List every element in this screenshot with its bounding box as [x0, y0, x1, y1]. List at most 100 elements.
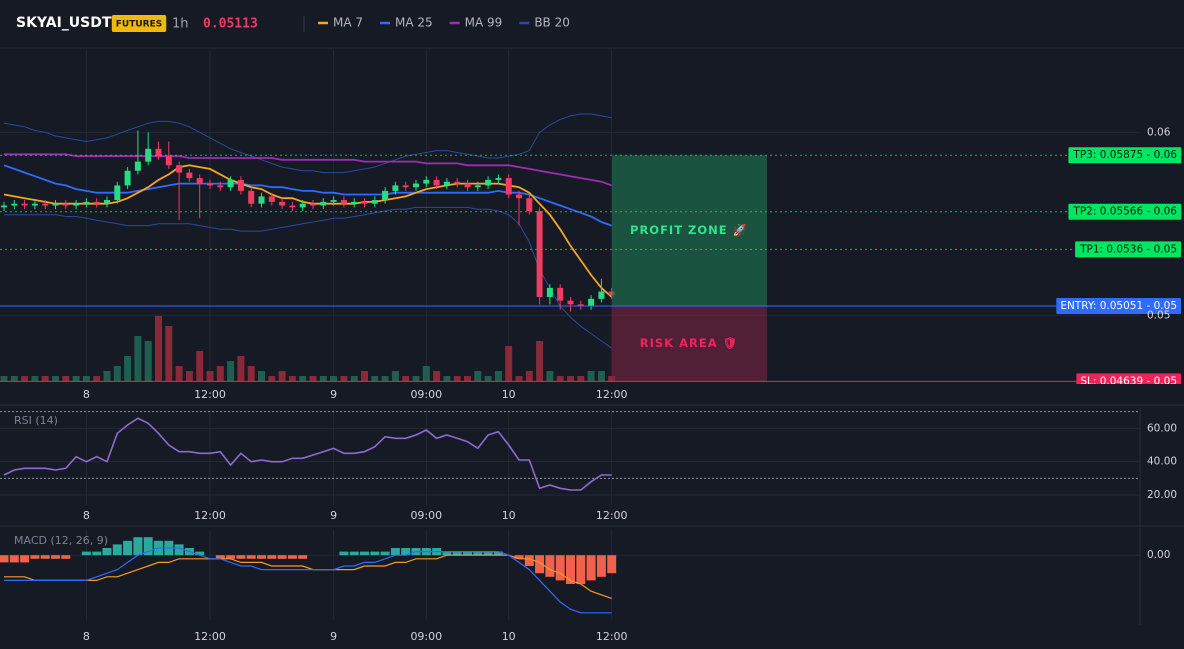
x-tick-label: 12:00	[596, 630, 628, 643]
candle-body	[588, 298, 595, 307]
volume-bar	[361, 371, 368, 381]
histogram-bar	[277, 555, 287, 559]
level-label-background	[1068, 147, 1182, 164]
volume-bar	[268, 376, 276, 381]
x-tick-label: 8	[83, 388, 90, 401]
volume-bar	[505, 346, 513, 381]
histogram-bar	[195, 551, 205, 556]
volume-bar	[453, 376, 461, 381]
candle-body	[134, 161, 141, 171]
volume-bar	[196, 351, 204, 381]
volume-bar	[484, 376, 492, 381]
histogram-bar	[339, 551, 349, 556]
interval[interactable]: 1h	[172, 17, 189, 32]
histogram-bar	[483, 551, 493, 556]
candle-body	[217, 185, 224, 188]
pane-title: MACD (12, 26, 9)	[14, 534, 108, 547]
volume-bar	[72, 376, 80, 381]
volume-bar	[258, 371, 265, 381]
volume-bar	[391, 371, 399, 381]
candle-body	[73, 203, 80, 206]
x-tick-label: 12:00	[194, 388, 226, 401]
candle-body	[557, 287, 564, 301]
candle-body	[577, 304, 584, 307]
candle-body	[433, 179, 440, 186]
volume-bar	[597, 371, 605, 381]
volume-bar	[350, 376, 358, 381]
badge-background	[111, 15, 167, 32]
candle-body	[351, 201, 358, 204]
histogram-bar	[566, 555, 575, 584]
volume-bar	[247, 366, 255, 381]
x-tick-label: 8	[83, 509, 90, 522]
legend-label[interactable]: MA 25	[395, 16, 433, 30]
x-tick-label: 12:00	[194, 630, 226, 643]
candle-body	[382, 190, 389, 201]
histogram-bar	[123, 540, 133, 556]
legend: MA 7 MA 25 MA 99 BB 20	[318, 16, 570, 30]
histogram-bar	[40, 555, 50, 559]
histogram-bar	[607, 555, 617, 574]
histogram-bar	[112, 544, 122, 556]
candle-body	[464, 183, 471, 188]
histogram-bar	[514, 555, 524, 559]
histogram-bar	[287, 555, 297, 559]
candle-body	[526, 198, 533, 212]
y-tick-label: 0.00	[1147, 549, 1170, 561]
candle-body	[320, 201, 327, 206]
moving-average	[4, 153, 613, 187]
volume-bar	[62, 376, 70, 381]
level-label-background	[1068, 203, 1182, 220]
candle-body	[495, 178, 502, 180]
volume-bar	[474, 371, 482, 381]
volume-bar	[52, 376, 59, 381]
candle-body	[42, 203, 49, 206]
x-tick-label: 9	[330, 388, 337, 401]
candle-body	[330, 200, 337, 202]
legend-label[interactable]: MA 7	[333, 16, 363, 30]
histogram-bar	[349, 551, 359, 556]
badge: FUTURES	[116, 20, 162, 30]
histogram-bar	[360, 551, 369, 556]
volume-bar	[402, 376, 410, 381]
level-label: TP1: 0.0536 - 0.05	[1079, 243, 1177, 255]
main-pane: PROFIT ZONE 🚀 RISK AREA 🛡 TP3: 0.05875 - 0…	[0, 113, 1182, 384]
volume-bar	[371, 376, 379, 381]
x-tick-label: 12:00	[596, 509, 628, 522]
histogram-bar	[143, 537, 153, 556]
candle-body	[454, 181, 461, 184]
histogram-bar	[442, 551, 452, 556]
histogram-bar	[545, 555, 555, 577]
legend-label[interactable]: BB 20	[534, 16, 570, 30]
symbol: SKYAI_USDT	[16, 15, 112, 31]
x-tick-label: 10	[502, 509, 516, 522]
volume-bar	[567, 376, 574, 381]
volume-bar	[155, 316, 162, 381]
legend-label[interactable]: MA 99	[465, 16, 503, 30]
histogram-bar	[20, 555, 30, 563]
histogram-bar	[535, 555, 545, 574]
volume-bar	[515, 376, 523, 381]
candle-body	[299, 203, 306, 208]
x-tick-label: 10	[502, 630, 516, 643]
volume-bar	[21, 376, 29, 381]
volume-bar	[340, 376, 348, 381]
level-label: ENTRY: 0.05051 - 0.05	[1060, 300, 1177, 312]
x-tick-label: 10	[502, 388, 516, 401]
volume-bar	[536, 341, 544, 381]
candle-body	[11, 203, 18, 206]
volume-bar	[144, 341, 152, 381]
x-tick-label: 09:00	[410, 509, 442, 522]
candle-body	[207, 183, 213, 186]
candle-body	[248, 190, 255, 204]
candle-body	[505, 178, 512, 195]
x-tick-label: 9	[330, 630, 337, 643]
histogram-bar	[92, 551, 102, 556]
candle-body	[443, 181, 450, 186]
candle-body	[1, 205, 7, 208]
histogram-bar	[236, 555, 246, 559]
volume-bar	[41, 376, 49, 381]
candle-body	[31, 203, 38, 206]
histogram-bar	[555, 555, 565, 581]
